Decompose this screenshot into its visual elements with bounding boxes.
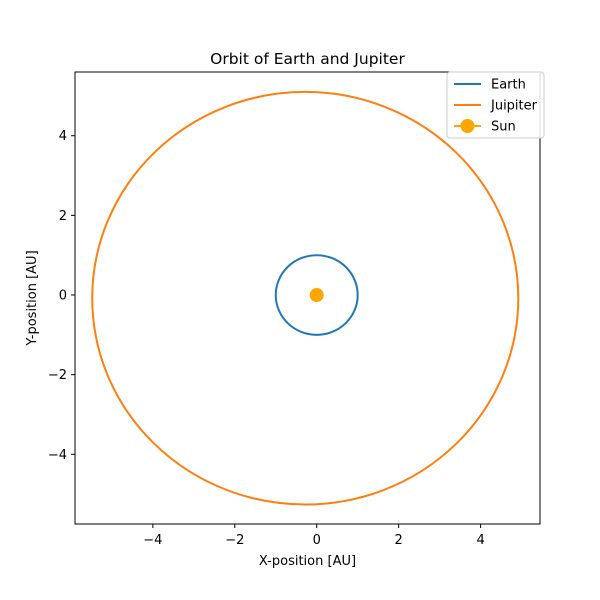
axes-frame bbox=[74, 71, 541, 525]
x-tick-label: 0 bbox=[313, 533, 321, 548]
legend-label-sun: Sun bbox=[491, 120, 516, 135]
chart-title: Orbit of Earth and Jupiter bbox=[210, 50, 405, 68]
x-tick-label: 2 bbox=[395, 533, 403, 548]
x-axis-ticks: −4 −2 0 2 4 bbox=[143, 524, 485, 548]
y-tick-label: 4 bbox=[59, 129, 67, 144]
y-tick-label: −2 bbox=[48, 368, 67, 383]
earth-orbit-line bbox=[274, 254, 359, 336]
legend: Earth Juipiter Sun bbox=[446, 71, 545, 139]
y-axis-ticks: −4 −2 0 2 4 bbox=[48, 129, 75, 463]
juipiter-orbit-line bbox=[91, 90, 520, 506]
legend-label-earth: Earth bbox=[491, 78, 526, 93]
legend-marker-sun bbox=[460, 119, 475, 133]
legend-label-juipiter: Juipiter bbox=[490, 99, 538, 114]
x-tick-label: 4 bbox=[476, 533, 484, 548]
x-tick-label: −2 bbox=[225, 533, 244, 548]
y-tick-label: −4 bbox=[48, 448, 67, 463]
sun-marker bbox=[309, 288, 324, 303]
y-axis-label: Y-position [AU] bbox=[25, 250, 40, 346]
x-axis-label: X-position [AU] bbox=[259, 554, 356, 569]
y-tick-label: 2 bbox=[59, 209, 67, 224]
x-tick-label: −4 bbox=[143, 533, 162, 548]
y-tick-label: 0 bbox=[59, 289, 67, 304]
plot-area bbox=[91, 90, 520, 506]
